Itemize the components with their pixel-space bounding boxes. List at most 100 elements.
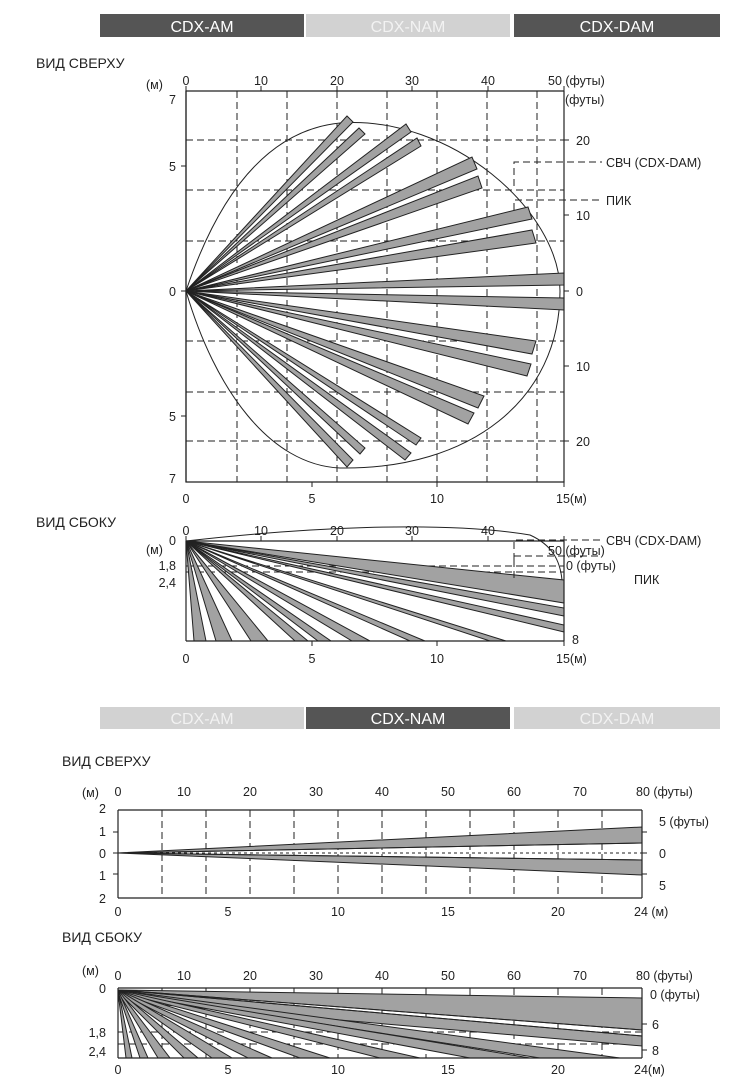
svg-text:10: 10	[254, 74, 268, 88]
svg-text:1: 1	[99, 869, 106, 883]
svg-text:2: 2	[99, 892, 106, 906]
svg-text:0: 0	[169, 285, 176, 299]
svg-text:7: 7	[169, 93, 176, 107]
svg-text:80 (футы): 80 (футы)	[636, 785, 693, 799]
diagram-a-side-view: ВИД СБОКУ (м)	[36, 514, 701, 666]
svg-text:0: 0	[183, 524, 190, 538]
pir-side-beams	[185, 540, 565, 642]
svg-text:0: 0	[183, 652, 190, 666]
svg-text:0 (футы): 0 (футы)	[566, 559, 616, 573]
svg-text:1,8: 1,8	[89, 1026, 106, 1040]
svg-text:0: 0	[99, 982, 106, 996]
tab2-cdx-dam-label: CDX-DAM	[580, 711, 655, 728]
tab-cdx-am-bg	[100, 14, 304, 37]
svg-text:0: 0	[183, 74, 190, 88]
side-callout-microwave-label: СВЧ (CDX-DAM)	[606, 534, 701, 548]
svg-text:20: 20	[243, 785, 257, 799]
tab-cdx-nam-label: CDX-NAM	[371, 19, 446, 36]
svg-text:5 (футы): 5 (футы)	[659, 815, 709, 829]
diagram-b-top-axes	[113, 809, 647, 899]
svg-text:5: 5	[309, 652, 316, 666]
svg-text:10: 10	[254, 524, 268, 538]
svg-text:60: 60	[507, 969, 521, 983]
svg-text:24(м): 24(м)	[634, 1063, 665, 1077]
tab-cdx-am-label: CDX-AM	[170, 19, 233, 36]
diagram-b-side-tick-labels: 0 10 20 30 40 50 60 70 80 (футы) 0 (футы…	[89, 969, 700, 1077]
svg-text:30: 30	[309, 969, 323, 983]
svg-text:15(м): 15(м)	[556, 652, 587, 666]
svg-text:2: 2	[99, 802, 106, 816]
svg-text:40: 40	[375, 785, 389, 799]
side-callout-pir-label: ПИК	[634, 573, 660, 587]
svg-text:10: 10	[177, 785, 191, 799]
svg-text:0: 0	[99, 847, 106, 861]
tab-cdx-nam-bg	[306, 14, 510, 37]
diagram-a-side-tick-labels: 0 10 20 30 40 50 (футы) 0 (футы) 8 0 1,8…	[159, 524, 616, 666]
svg-text:0: 0	[659, 847, 666, 861]
callout-microwave-label: СВЧ (CDX-DAM)	[606, 156, 701, 170]
svg-text:5: 5	[225, 905, 232, 919]
svg-text:0 (футы): 0 (футы)	[650, 988, 700, 1002]
diagram-b-top-tick-labels: 0 10 20 30 40 50 60 70 80 (футы) 2 1 0 1…	[99, 785, 709, 919]
diagram-b-top-view: ВИД СВЕРХУ (м)	[62, 753, 709, 919]
svg-text:30: 30	[405, 74, 419, 88]
microwave-side-envelope	[185, 526, 563, 581]
tab-bar-bottom: CDX-AM CDX-NAM CDX-DAM	[100, 707, 720, 729]
svg-text:80 (футы): 80 (футы)	[636, 969, 693, 983]
tab-cdx-dam-bg	[514, 14, 720, 37]
svg-text:1,8: 1,8	[159, 559, 176, 573]
diagram-a-side-title: ВИД СБОКУ	[36, 514, 116, 530]
svg-text:70: 70	[573, 969, 587, 983]
svg-text:0: 0	[115, 969, 122, 983]
tab2-cdx-am-label: CDX-AM	[170, 711, 233, 728]
svg-text:15: 15	[441, 905, 455, 919]
tab-bar-top: CDX-AM CDX-NAM CDX-DAM	[100, 14, 720, 37]
diagram-b-top-title: ВИД СВЕРХУ	[62, 753, 151, 769]
svg-text:0: 0	[115, 785, 122, 799]
callout-microwave-line	[513, 161, 602, 186]
svg-text:5: 5	[169, 160, 176, 174]
diagram-b-side-view: ВИД СБОКУ (м)	[62, 929, 700, 1077]
svg-text:50 (футы): 50 (футы)	[548, 544, 605, 558]
svg-text:20: 20	[576, 435, 590, 449]
svg-text:7: 7	[169, 472, 176, 486]
callout-pir-label: ПИК	[606, 194, 632, 208]
diagram-b-side-title: ВИД СБОКУ	[62, 929, 142, 945]
svg-text:15(м): 15(м)	[556, 492, 587, 506]
diagram-b-side-unit: (м)	[82, 964, 99, 978]
svg-text:8: 8	[652, 1044, 659, 1058]
diagram-a-top-axes	[181, 86, 569, 487]
svg-text:40: 40	[481, 524, 495, 538]
svg-text:5: 5	[225, 1063, 232, 1077]
svg-text:20: 20	[330, 524, 344, 538]
svg-text:15: 15	[441, 1063, 455, 1077]
svg-text:60: 60	[507, 785, 521, 799]
svg-text:10: 10	[576, 360, 590, 374]
callout-pir-line	[513, 199, 600, 210]
svg-text:8: 8	[572, 633, 579, 647]
svg-text:(футы): (футы)	[565, 93, 604, 107]
svg-text:0: 0	[169, 534, 176, 548]
side-callout-microwave-line	[513, 539, 602, 560]
svg-text:2,4: 2,4	[159, 576, 176, 590]
diagram-a-side-axes	[185, 536, 565, 646]
svg-text:10: 10	[576, 209, 590, 223]
tab2-cdx-am-bg	[100, 707, 304, 729]
svg-text:5: 5	[169, 410, 176, 424]
svg-text:20: 20	[330, 74, 344, 88]
microwave-coverage-envelope	[185, 122, 561, 469]
svg-text:0: 0	[183, 492, 190, 506]
svg-text:10: 10	[430, 492, 444, 506]
svg-text:70: 70	[573, 785, 587, 799]
diagram-a-top-unit: (м)	[146, 78, 163, 92]
diagram-b-top-unit: (м)	[82, 786, 99, 800]
tab2-cdx-dam-bg	[514, 707, 720, 729]
svg-text:30: 30	[405, 524, 419, 538]
svg-text:20: 20	[551, 905, 565, 919]
diagram-b-top-beams	[117, 826, 643, 876]
svg-text:5: 5	[309, 492, 316, 506]
svg-text:20: 20	[243, 969, 257, 983]
svg-text:10: 10	[177, 969, 191, 983]
side-callout-pir-line	[513, 555, 600, 578]
